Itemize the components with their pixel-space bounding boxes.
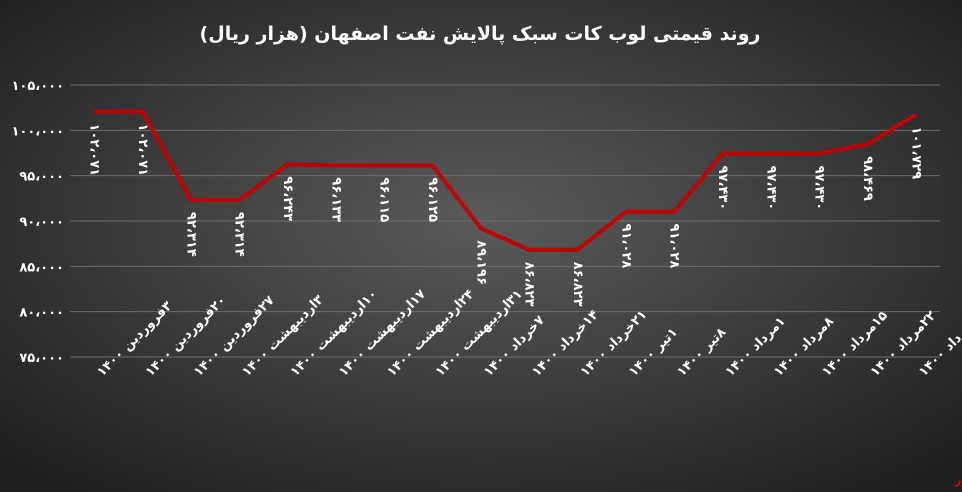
data-label: ۸۹،۱۹۶	[473, 240, 488, 285]
data-label: ۱۰۲،۰۷۱	[135, 124, 150, 177]
footer: بورس نیوز	[954, 474, 962, 487]
y-tick-label: ۷۵،۰۰۰	[19, 351, 64, 366]
y-tick-label: ۸۰،۰۰۰	[19, 306, 64, 321]
data-label: ۸۶،۸۲۳	[570, 262, 585, 307]
data-label: ۹۷،۴۳۰	[812, 166, 827, 211]
data-label: ۸۶،۸۲۳	[522, 262, 537, 307]
y-tick-label: ۸۵،۰۰۰	[19, 260, 64, 275]
data-label: ۹۱،۰۲۸	[618, 224, 633, 269]
data-label: ۹۷،۴۳۰	[715, 166, 730, 211]
data-label: ۹۶،۱۱۵	[377, 178, 392, 223]
data-label: ۱۰۲،۰۷۱	[87, 124, 102, 177]
chart-title: روند قیمتی لوب کات سبک پالایش نفت اصفهان…	[200, 23, 761, 45]
line	[94, 109, 917, 252]
data-label: ۹۷،۴۳۰	[763, 166, 778, 211]
y-tick-label: ۱۰۰،۰۰۰	[11, 124, 64, 139]
data-label: ۹۲،۳۱۴	[232, 212, 247, 257]
data-label: ۹۶،۱۲۵	[425, 177, 440, 222]
y-tick-label: ۹۰،۰۰۰	[19, 215, 64, 230]
y-tick-label: ۹۵،۰۰۰	[19, 170, 64, 185]
y-tick-label: ۱۰۵،۰۰۰	[11, 79, 64, 94]
data-label: ۹۱،۰۲۸	[667, 224, 682, 269]
data-label: ۹۶،۱۳۳	[328, 177, 343, 222]
data-label: ۹۸،۴۶۹	[860, 156, 875, 201]
data-label: ۹۶،۲۴۳	[280, 176, 295, 221]
data-label: ۹۲،۳۱۴	[183, 212, 198, 257]
data-label: ۱۰۱،۷۲۹	[908, 127, 923, 180]
